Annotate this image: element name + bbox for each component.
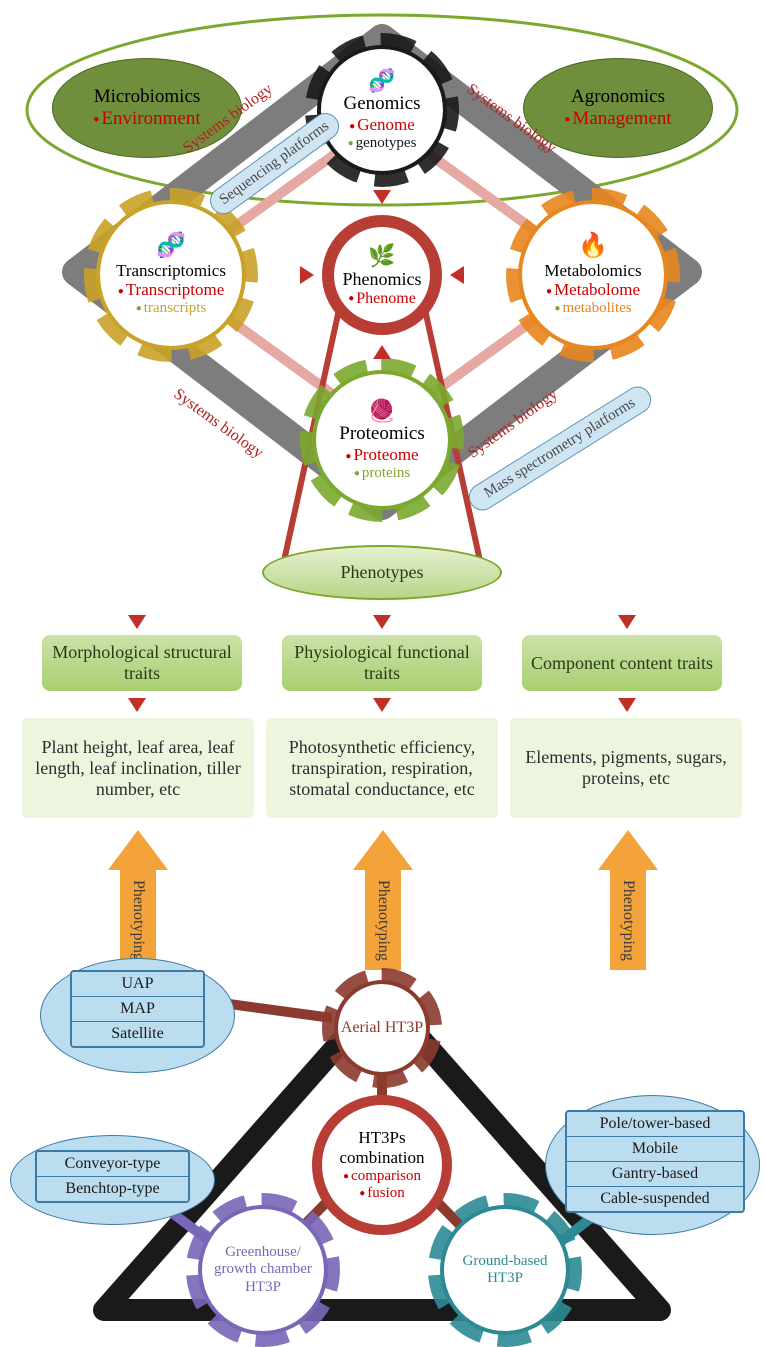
genomics-title: Genomics — [343, 93, 420, 115]
arrow-label-2: Phenotyping — [365, 870, 401, 970]
node-phenomics: 🌿 Phenomics Phenome — [322, 215, 442, 335]
node-transcriptomics: 🧬 Transcriptomics Transcriptome transcri… — [96, 200, 246, 350]
genomics-sub2: genotypes — [348, 135, 417, 152]
metabolomics-title: Metabolomics — [544, 261, 641, 281]
greenhouse-label: Greenhouse/ growth chamber HT3P — [202, 1244, 324, 1296]
node-genomics: 🧬 Genomics Genome genotypes — [317, 45, 447, 175]
tri-to-morph — [128, 615, 146, 629]
list-item: Conveyor-type — [37, 1152, 188, 1177]
chip-component: Component content traits — [522, 635, 722, 691]
list-item: Gantry-based — [567, 1162, 743, 1187]
arrow-label-3: Phenotyping — [610, 870, 646, 970]
tri-from-proteomics — [373, 345, 391, 359]
list-item: UAP — [72, 972, 203, 997]
tri-to-comp — [618, 615, 636, 629]
tri-to-morph-ex — [128, 698, 146, 712]
ex-morphological: Plant height, leaf area, leaf length, le… — [22, 718, 254, 818]
phenotypes-label: Phenotypes — [341, 562, 424, 583]
transcriptomics-sub2: transcripts — [136, 300, 207, 317]
list-item: Mobile — [567, 1137, 743, 1162]
list-item: Benchtop-type — [37, 1177, 188, 1201]
tri-from-transcriptomics — [300, 266, 314, 284]
node-ground-ht3p: Ground-based HT3P — [440, 1205, 570, 1335]
genomics-sub: Genome — [349, 115, 415, 135]
list-item: MAP — [72, 997, 203, 1022]
aerial-label: Aerial HT3P — [341, 1019, 423, 1037]
arrow-label-1: Phenotyping — [120, 870, 156, 970]
agronomics-sub: Management — [564, 108, 671, 130]
tri-from-metabolomics — [450, 266, 464, 284]
proteomics-sub2: proteins — [354, 465, 410, 482]
arrow-phenotyping-2: Phenotyping — [353, 830, 413, 970]
node-ht3ps-combination: HT3Ps combination comparison fusion — [312, 1095, 452, 1235]
node-phenotypes: Phenotypes — [262, 545, 502, 600]
transcriptomics-sub: Transcriptome — [118, 280, 225, 300]
chip-physiological: Physiological functional traits — [282, 635, 482, 691]
tri-to-phys — [373, 615, 391, 629]
phenomics-title: Phenomics — [343, 269, 422, 290]
transcriptomics-title: Transcriptomics — [116, 261, 226, 281]
tri-to-phys-ex — [373, 698, 391, 712]
proteomics-title: Proteomics — [339, 423, 425, 445]
arrow-phenotyping-1: Phenotyping — [108, 830, 168, 970]
combo-a: comparison — [343, 1168, 421, 1185]
list-ground: Pole/tower-based Mobile Gantry-based Cab… — [565, 1110, 745, 1213]
metabolomics-sub2: metabolites — [554, 300, 631, 317]
ground-label: Ground-based HT3P — [444, 1253, 566, 1288]
node-microbiomics: Microbiomics Environment — [52, 58, 242, 158]
tri-to-comp-ex — [618, 698, 636, 712]
list-item: Pole/tower-based — [567, 1112, 743, 1137]
ex-component: Elements, pigments, sugars, proteins, et… — [510, 718, 742, 818]
ex-physiological: Photosynthetic efficiency, transpiration… — [266, 718, 498, 818]
metabolomics-sub: Metabolome — [546, 280, 640, 300]
chip-morphological: Morphological structural traits — [42, 635, 242, 691]
list-item: Satellite — [72, 1022, 203, 1046]
node-metabolomics: 🔥 Metabolomics Metabolome metabolites — [518, 200, 668, 350]
node-greenhouse-ht3p: Greenhouse/ growth chamber HT3P — [198, 1205, 328, 1335]
tri-from-genomics — [373, 190, 391, 204]
agronomics-title: Agronomics — [571, 86, 665, 108]
list-aerial: UAP MAP Satellite — [70, 970, 205, 1048]
combo-b: fusion — [359, 1185, 405, 1202]
edge-label-bl: Systems biology — [170, 385, 267, 462]
node-proteomics: 🧶 Proteomics Proteome proteins — [312, 370, 452, 510]
microbiomics-title: Microbiomics — [94, 86, 201, 108]
microbiomics-sub: Environment — [93, 108, 200, 130]
arrow-phenotyping-3: Phenotyping — [598, 830, 658, 970]
proteomics-sub: Proteome — [345, 445, 418, 465]
list-item: Cable-suspended — [567, 1187, 743, 1211]
combo-title: HT3Ps combination — [322, 1128, 442, 1168]
list-greenhouse: Conveyor-type Benchtop-type — [35, 1150, 190, 1203]
diagram-root: Microbiomics Environment Agronomics Mana… — [0, 0, 765, 1339]
phenomics-sub: Phenome — [348, 290, 416, 308]
node-aerial-ht3p: Aerial HT3P — [334, 980, 430, 1076]
